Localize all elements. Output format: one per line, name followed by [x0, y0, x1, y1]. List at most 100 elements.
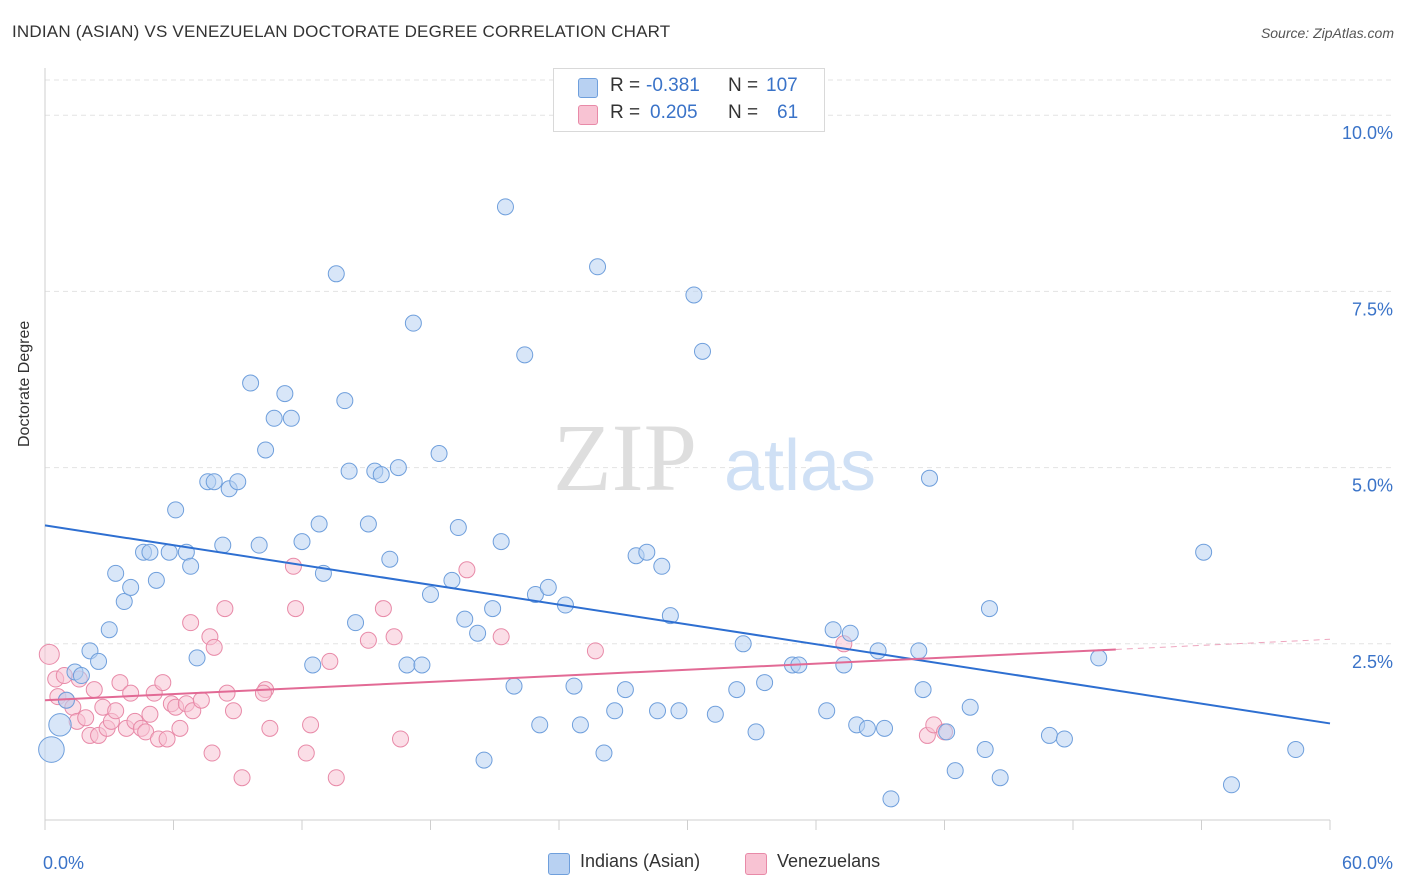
indians-point	[946, 762, 964, 780]
venezuelans-point	[254, 684, 272, 702]
y-tick-label: 7.5%	[1352, 299, 1393, 319]
venezuelans-point	[327, 769, 345, 787]
indians-point	[293, 533, 311, 551]
indians-point	[685, 286, 703, 304]
indians-point	[160, 543, 178, 561]
indians-point	[205, 473, 223, 491]
indians-point	[910, 642, 928, 660]
indians-point	[734, 635, 752, 653]
venezuelans-point	[297, 744, 315, 762]
venezuelans-point	[141, 705, 159, 723]
x-tick-label: 60.0%	[1342, 853, 1393, 873]
indians-point	[589, 258, 607, 276]
indians-point	[449, 519, 467, 537]
venezuelans-trend-extension	[1115, 638, 1331, 650]
indians-point	[48, 713, 72, 737]
indians-point	[824, 621, 842, 639]
y-tick-label: 10.0%	[1342, 123, 1393, 143]
indians-point	[422, 585, 439, 603]
x-tick-label: 0.0%	[43, 853, 84, 873]
indians-point	[565, 677, 583, 695]
indians-point	[882, 790, 900, 808]
indians-point	[653, 557, 671, 575]
legend-n-value: 107	[766, 75, 798, 96]
venezuelans-point	[492, 628, 510, 646]
indians-point	[516, 346, 534, 364]
indians-point	[276, 385, 294, 403]
legend-r-value: -0.381	[646, 75, 700, 96]
venezuelans-trend-line	[44, 648, 1116, 702]
venezuelans-point	[85, 681, 103, 699]
indians-point	[616, 681, 634, 699]
indians-point	[606, 702, 624, 720]
venezuelans-point	[586, 642, 604, 660]
y-tick-label: 2.5%	[1352, 652, 1393, 672]
indians-point	[1195, 543, 1213, 561]
indians-point	[398, 656, 416, 674]
indians-point	[747, 723, 765, 741]
venezuelans-point	[458, 561, 476, 579]
venezuelans-point	[233, 769, 251, 787]
legend-r-label: R =	[610, 75, 641, 96]
venezuelans-point	[38, 643, 60, 665]
venezuelans-point	[122, 684, 140, 702]
bottom-legend-swatch-venezuelans	[745, 853, 767, 875]
indians-point	[250, 536, 268, 554]
indians-point	[122, 578, 140, 596]
venezuelans-point	[224, 702, 242, 720]
correlation-legend: R = -0.381 N = 107 R = 0.205 N = 61	[553, 68, 825, 132]
indians-point	[756, 674, 774, 692]
indians-point	[1055, 730, 1073, 748]
indians-point	[728, 681, 746, 699]
indians-point	[991, 769, 1009, 787]
bottom-legend-swatch-indians	[548, 853, 570, 875]
venezuelans-point	[302, 716, 320, 734]
indians-point	[359, 515, 377, 533]
venezuelans-point	[218, 684, 236, 702]
venezuelans-point	[287, 600, 305, 618]
indians-point	[229, 473, 247, 491]
indians-point	[38, 736, 65, 763]
indians-point	[381, 550, 399, 568]
indians-point	[693, 342, 711, 360]
indians-point	[107, 564, 125, 582]
indians-point	[661, 607, 679, 625]
indians-point	[430, 445, 448, 463]
indians-point	[413, 656, 431, 674]
indians-point	[242, 374, 260, 392]
legend-n-label: N =	[728, 102, 759, 123]
indians-point	[404, 314, 422, 332]
indians-point	[257, 441, 275, 459]
indians-point	[961, 698, 979, 716]
indians-point	[1040, 726, 1058, 744]
x-tick-labels: 0.0% 60.0%	[43, 853, 1393, 873]
indians-point	[347, 614, 365, 632]
indians-point	[188, 649, 206, 667]
indians-point	[469, 624, 487, 642]
indians-point	[649, 702, 667, 720]
indians-point	[921, 469, 939, 487]
indians-point	[304, 656, 322, 674]
legend-n-value: 61	[777, 102, 799, 123]
indians-point	[115, 593, 133, 611]
watermark-atlas: atlas	[724, 426, 876, 506]
venezuelans-point	[154, 674, 172, 692]
indians-point	[456, 610, 474, 628]
venezuelans-point	[205, 638, 223, 656]
y-tick-label: 5.0%	[1352, 476, 1393, 496]
venezuelans-point	[359, 631, 377, 649]
indians-point	[265, 409, 283, 427]
indians-point	[706, 705, 724, 723]
venezuelans-point	[192, 691, 210, 709]
y-tick-labels: 2.5% 5.0% 7.5% 10.0%	[1342, 123, 1393, 672]
indians-point	[372, 466, 390, 484]
chart-title: INDIAN (ASIAN) VS VENEZUELAN DOCTORATE D…	[12, 22, 671, 41]
venezuelans-points	[38, 557, 953, 787]
venezuelans-point	[284, 557, 302, 575]
indians-point	[595, 744, 613, 762]
venezuelans-point	[77, 709, 95, 727]
indians-point	[505, 677, 523, 695]
legend-swatch-indians	[578, 78, 598, 98]
indians-point	[841, 624, 859, 642]
